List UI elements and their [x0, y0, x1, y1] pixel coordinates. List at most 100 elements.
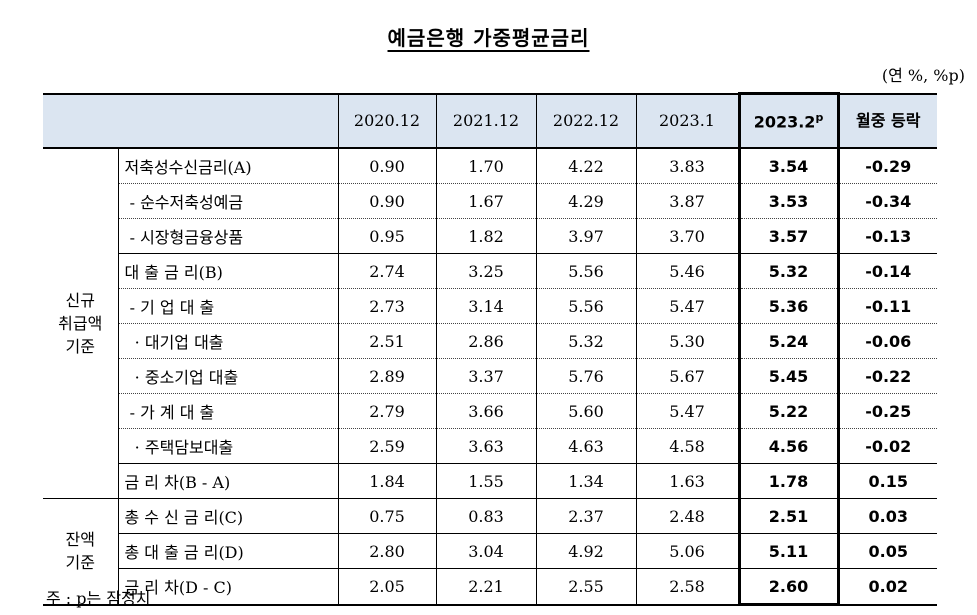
change-value-cell: -0.22	[837, 358, 937, 394]
row-label: - 가 계 대 출	[117, 393, 338, 429]
value-cell: 2.79	[337, 393, 436, 429]
highlight-value-cell: 4.56	[737, 428, 840, 464]
header-row: 2020.12 2021.12 2022.12 2023.1 2023.2p 월…	[43, 92, 937, 149]
change-value-cell: -0.02	[837, 428, 937, 464]
value-cell: 3.83	[635, 148, 739, 184]
value-cell: 4.29	[535, 183, 636, 219]
value-cell: 1.82	[435, 218, 536, 254]
value-cell: 3.66	[435, 393, 536, 429]
value-cell: 3.37	[435, 358, 536, 394]
value-cell: 5.76	[535, 358, 636, 394]
highlight-value-cell: 5.45	[737, 358, 840, 394]
unit-label: (연 %, %p)	[881, 66, 965, 85]
value-cell: 1.34	[535, 463, 636, 499]
header-col: 2023.1	[635, 92, 739, 149]
highlight-value-cell: 5.32	[737, 253, 840, 289]
value-cell: 5.46	[635, 253, 739, 289]
value-cell: 3.70	[635, 218, 739, 254]
header-highlight-col: 2023.2p	[737, 92, 840, 149]
table-row: · 대기업 대출 2.51 2.86 5.32 5.30 5.24 -0.06	[43, 323, 937, 359]
value-cell: 2.37	[535, 498, 636, 534]
highlight-value-cell: 3.54	[737, 148, 840, 184]
value-cell: 2.86	[435, 323, 536, 359]
highlight-value-cell: 2.60	[737, 568, 840, 606]
value-cell: 2.05	[337, 568, 436, 606]
change-value-cell: 0.02	[837, 568, 937, 606]
change-value-cell: 0.15	[837, 463, 937, 499]
table-row: · 주택담보대출 2.59 3.63 4.63 4.58 4.56 -0.02	[43, 428, 937, 464]
change-value-cell: 0.03	[837, 498, 937, 534]
value-cell: 5.47	[635, 393, 739, 429]
value-cell: 1.70	[435, 148, 536, 184]
highlight-value-cell: 5.11	[737, 533, 840, 569]
highlight-value-cell: 5.22	[737, 393, 840, 429]
value-cell: 2.80	[337, 533, 436, 569]
table-row: 금 리 차(B - A) 1.84 1.55 1.34 1.63 1.78 0.15	[43, 463, 937, 499]
change-value-cell: -0.34	[837, 183, 937, 219]
table-row: 총 대 출 금 리(D) 2.80 3.04 4.92 5.06 5.11 0.05	[43, 533, 937, 569]
value-cell: 2.73	[337, 288, 436, 324]
table-row: - 기 업 대 출 2.73 3.14 5.56 5.47 5.36 -0.11	[43, 288, 937, 324]
highlight-value-cell: 5.24	[737, 323, 840, 359]
row-label: · 주택담보대출	[117, 428, 338, 464]
table-row: 대 출 금 리(B) 2.74 3.25 5.56 5.46 5.32 -0.14	[43, 253, 937, 289]
highlight-value-cell: 3.53	[737, 183, 840, 219]
row-label: 금 리 차(D - C)	[117, 568, 338, 606]
value-cell: 0.75	[337, 498, 436, 534]
group-label-balance: 잔액 기준	[43, 498, 118, 606]
footnote: 주 : p는 잠정치	[46, 589, 151, 608]
header-change-col: 월중 등락	[837, 92, 937, 149]
value-cell: 5.56	[535, 288, 636, 324]
value-cell: 4.92	[535, 533, 636, 569]
table-row: - 시장형금융상품 0.95 1.82 3.97 3.70 3.57 -0.13	[43, 218, 937, 254]
highlight-value-cell: 2.51	[737, 498, 840, 534]
value-cell: 5.60	[535, 393, 636, 429]
group-label-new: 신규 취급액 기준	[58, 291, 103, 356]
row-label: - 순수저축성예금	[117, 183, 338, 219]
value-cell: 0.95	[337, 218, 436, 254]
value-cell: 1.63	[635, 463, 739, 499]
table-row: 금 리 차(D - C) 2.05 2.21 2.55 2.58 2.60 0.02	[43, 568, 937, 606]
highlight-value-cell: 5.36	[737, 288, 840, 324]
value-cell: 2.51	[337, 323, 436, 359]
value-cell: 3.25	[435, 253, 536, 289]
row-label: · 중소기업 대출	[117, 358, 338, 394]
value-cell: 3.63	[435, 428, 536, 464]
header-col: 2022.12	[535, 92, 636, 149]
header-highlight-sup: p	[815, 110, 824, 124]
row-label: · 대기업 대출	[117, 323, 338, 359]
table-row: - 순수저축성예금 0.90 1.67 4.29 3.87 3.53 -0.34	[43, 183, 937, 219]
value-cell: 3.87	[635, 183, 739, 219]
table-row: 신규 취급액 기준 저축성수신금리(A) 0.90 1.70 4.22 3.83 3.54-…	[43, 148, 937, 356]
header-col: 2021.12	[435, 92, 536, 149]
page-title: 예금은행 가중평균금리	[387, 26, 590, 50]
value-cell: 5.06	[635, 533, 739, 569]
value-cell: 5.30	[635, 323, 739, 359]
header-col: 2020.12	[337, 92, 436, 149]
value-cell: 2.59	[337, 428, 436, 464]
change-value-cell: 0.05	[837, 533, 937, 569]
row-label: - 시장형금융상품	[117, 218, 338, 254]
value-cell: 3.97	[535, 218, 636, 254]
value-cell: 5.56	[535, 253, 636, 289]
value-cell: 5.47	[635, 288, 739, 324]
change-value-cell: -0.11	[837, 288, 937, 324]
value-cell: 4.63	[535, 428, 636, 464]
change-value-cell: -0.14	[837, 253, 937, 289]
value-cell: 2.89	[337, 358, 436, 394]
row-label: 총 대 출 금 리(D)	[117, 533, 338, 569]
value-cell: 3.14	[435, 288, 536, 324]
value-cell: 4.22	[535, 148, 636, 184]
highlight-value-cell: 1.78	[737, 463, 840, 499]
value-cell: 0.83	[435, 498, 536, 534]
row-label: 저축성수신금리(A)	[117, 148, 338, 184]
change-value-cell: -0.25	[837, 393, 937, 429]
table-row: · 중소기업 대출 2.89 3.37 5.76 5.67 5.45 -0.22	[43, 358, 937, 394]
value-cell: 2.74	[337, 253, 436, 289]
header-blank	[43, 92, 338, 149]
highlight-value-cell: 3.57	[737, 218, 840, 254]
value-cell: 4.58	[635, 428, 739, 464]
value-cell: 1.67	[435, 183, 536, 219]
value-cell: 0.90	[337, 148, 436, 184]
value-cell: 3.04	[435, 533, 536, 569]
